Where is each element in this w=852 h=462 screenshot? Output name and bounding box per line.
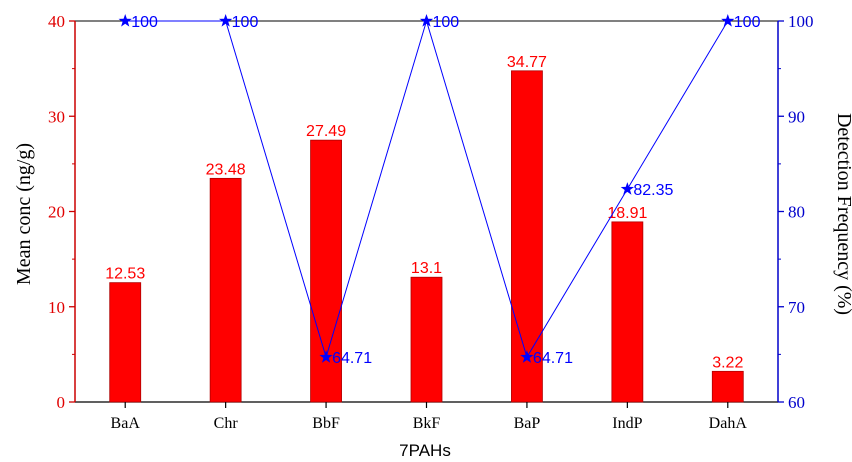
bar-data-label: 18.91	[607, 205, 647, 222]
right-tick-label: 70	[788, 298, 805, 317]
x-tick-label: BkF	[413, 415, 441, 432]
left-tick-label: 30	[48, 107, 65, 126]
bar-data-label: 13.1	[411, 260, 442, 277]
star-marker	[118, 14, 132, 27]
bar-data-label: 27.49	[306, 123, 346, 140]
point-data-label: 100	[232, 14, 259, 31]
bar-data-label: 34.77	[507, 54, 547, 71]
left-tick-label: 0	[57, 393, 66, 412]
bar	[209, 177, 242, 403]
star-marker	[218, 14, 233, 27]
x-axis-label: 7PAHs	[399, 441, 451, 460]
star-marker	[520, 350, 534, 363]
star-marker	[419, 14, 434, 27]
x-tick-label: BbF	[312, 415, 340, 432]
star-marker	[620, 182, 635, 195]
bar	[410, 276, 443, 403]
star-marker	[721, 14, 735, 27]
bar-data-label: 3.22	[712, 354, 743, 371]
bar-series: 12.53 23.48 27.49 13.1 34.77 18.91 3.22	[105, 54, 744, 403]
right-tick-label: 80	[788, 203, 805, 222]
point-data-label: 64.71	[533, 350, 573, 367]
bar	[711, 370, 744, 403]
left-tick-label: 20	[48, 203, 65, 222]
line-series: 100 100 64.71 100 64.71 82.35 100	[118, 14, 761, 367]
x-tick-label: BaP	[514, 415, 541, 432]
point-data-label: 100	[734, 14, 761, 31]
left-axis: 0 10 20 30 40	[48, 12, 76, 412]
point-data-label: 100	[433, 14, 460, 31]
y-axis-label: Mean conc (ng/g)	[13, 143, 35, 285]
x-tick-label: Chr	[214, 415, 239, 432]
star-marker	[319, 350, 333, 363]
right-tick-label: 100	[788, 12, 814, 31]
bar	[611, 221, 644, 403]
right-tick-label: 60	[788, 393, 805, 412]
bar-data-label: 23.48	[206, 161, 246, 178]
point-data-label: 64.71	[332, 350, 372, 367]
bar	[109, 282, 142, 403]
left-tick-label: 10	[48, 298, 65, 317]
x-tick-label: DahA	[709, 415, 748, 432]
right-tick-label: 90	[788, 107, 805, 126]
y2-axis-label: Detection Frequency (%)	[833, 113, 852, 315]
left-tick-label: 40	[48, 12, 65, 31]
x-axis: BaA Chr BbF BkF BaP IndP DahA	[111, 402, 748, 432]
x-tick-label: BaA	[111, 415, 141, 432]
point-data-label: 82.35	[633, 182, 673, 199]
right-axis: 60 70 80 90 100	[777, 12, 814, 412]
x-tick-label: IndP	[612, 415, 642, 432]
bar-data-label: 12.53	[105, 266, 145, 283]
point-data-label: 100	[131, 14, 158, 31]
bar	[511, 70, 543, 403]
